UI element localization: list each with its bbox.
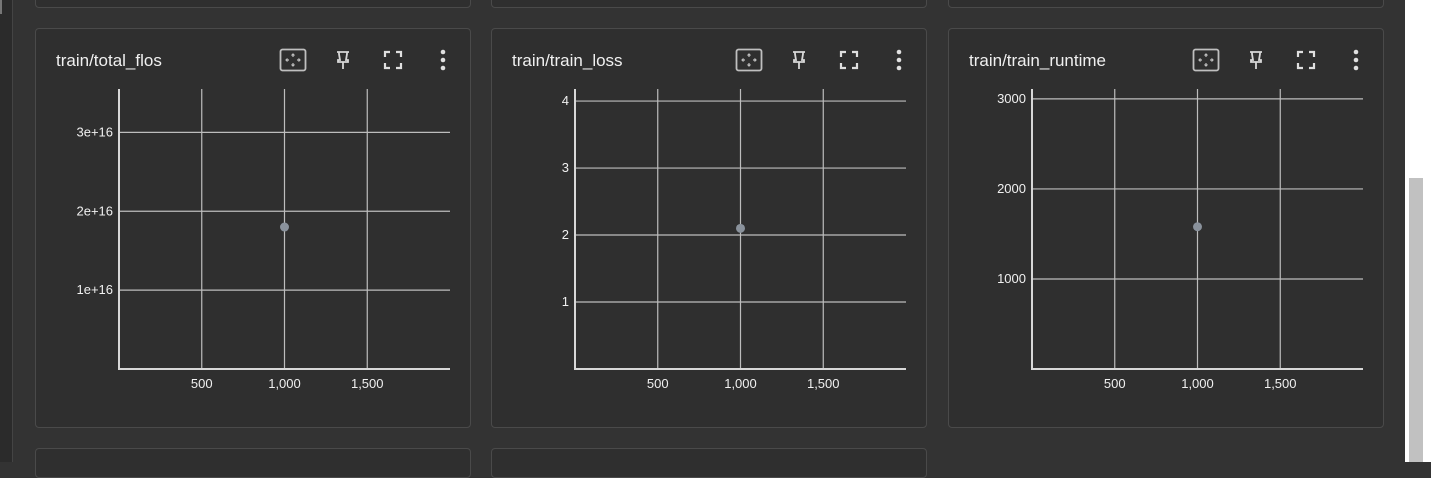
- pin-icon: [1248, 50, 1264, 70]
- fit-domain-icon: [279, 48, 307, 72]
- fit-domain-icon: [735, 48, 763, 72]
- card-toolbar: [735, 47, 912, 73]
- card-partial-top-3: [948, 0, 1384, 8]
- chart-card-train-loss: train/train_loss 1 2 3 4 500 1,000 1,500: [491, 28, 927, 428]
- y-tick-label: 1e+16: [76, 282, 113, 297]
- card-toolbar: [1192, 47, 1369, 73]
- data-point[interactable]: [1193, 222, 1202, 232]
- y-tick-label: 1: [562, 294, 569, 309]
- fit-domain-button[interactable]: [279, 47, 307, 73]
- x-tick-label: 1,500: [807, 376, 840, 391]
- more-vert-icon: [1353, 49, 1359, 71]
- left-panel-edge: [0, 0, 13, 462]
- card-toolbar: [279, 47, 456, 73]
- pin-button[interactable]: [1243, 47, 1269, 73]
- card-partial-bottom-1: [35, 448, 471, 478]
- fit-domain-button[interactable]: [1192, 47, 1220, 73]
- x-tick-label: 500: [1104, 376, 1126, 391]
- card-title: train/total_flos: [56, 51, 162, 70]
- x-tick-label: 1,500: [351, 376, 384, 391]
- card-partial-top-1: [35, 0, 471, 8]
- x-tick-label: 1,000: [268, 376, 301, 391]
- fullscreen-button[interactable]: [380, 47, 406, 73]
- chart-card-train-runtime: train/train_runtime 1000 2000 3000 500 1,000…: [948, 28, 1384, 428]
- data-point[interactable]: [280, 222, 289, 232]
- x-tick-label: 500: [647, 376, 669, 391]
- fit-domain-button[interactable]: [735, 47, 763, 73]
- fullscreen-icon: [839, 50, 859, 70]
- x-tick-label: 1,000: [1181, 376, 1214, 391]
- card-partial-bottom-2: [491, 448, 927, 478]
- y-tick-label: 2000: [997, 181, 1026, 196]
- scatter-chart[interactable]: 1e+16 2e+16 3e+16 500 1,000 1,500: [36, 29, 472, 429]
- fullscreen-button[interactable]: [836, 47, 862, 73]
- card-partial-top-2: [491, 0, 927, 8]
- pin-icon: [791, 50, 807, 70]
- more-options-button[interactable]: [1343, 47, 1369, 73]
- more-vert-icon: [440, 49, 446, 71]
- more-options-button[interactable]: [886, 47, 912, 73]
- fullscreen-button[interactable]: [1293, 47, 1319, 73]
- y-tick-label: 3000: [997, 91, 1026, 106]
- scatter-chart[interactable]: 1000 2000 3000 500 1,000 1,500: [949, 29, 1385, 429]
- scrollbar[interactable]: [1405, 0, 1431, 462]
- y-tick-label: 2: [562, 227, 569, 242]
- card-title: train/train_loss: [512, 51, 623, 70]
- fullscreen-icon: [1296, 50, 1316, 70]
- more-vert-icon: [896, 49, 902, 71]
- scatter-chart[interactable]: 1 2 3 4 500 1,000 1,500: [492, 29, 928, 429]
- fullscreen-icon: [383, 50, 403, 70]
- x-tick-label: 500: [191, 376, 213, 391]
- more-options-button[interactable]: [430, 47, 456, 73]
- card-title: train/train_runtime: [969, 51, 1107, 70]
- y-tick-label: 3: [562, 160, 569, 175]
- pin-button[interactable]: [330, 47, 356, 73]
- scrollbar-thumb[interactable]: [1409, 178, 1423, 462]
- pin-icon: [335, 50, 351, 70]
- y-tick-label: 4: [562, 93, 569, 108]
- chart-card-total-flos: train/total_flos 1e+16 2e+16 3e+16 500 1,000…: [35, 28, 471, 428]
- y-tick-label: 3e+16: [76, 124, 113, 139]
- pin-button[interactable]: [786, 47, 812, 73]
- y-tick-label: 1000: [997, 271, 1026, 286]
- panel-edge-mark: [0, 0, 2, 14]
- fit-domain-icon: [1192, 48, 1220, 72]
- x-tick-label: 1,500: [1264, 376, 1297, 391]
- data-point[interactable]: [736, 223, 745, 233]
- x-tick-label: 1,000: [724, 376, 757, 391]
- y-tick-label: 2e+16: [76, 203, 113, 218]
